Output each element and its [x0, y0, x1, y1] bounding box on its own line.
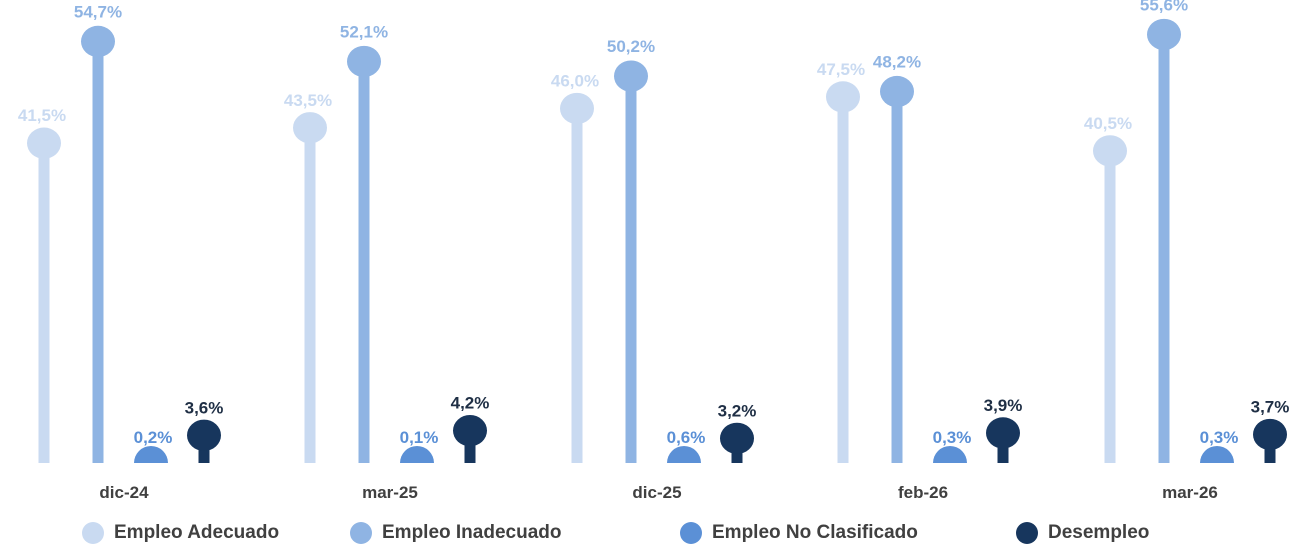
dot-empleo-inadecuado-mar-26	[1147, 18, 1181, 51]
stem-empleo-adecuado-feb-26	[837, 96, 849, 463]
value-label-empleo-no-clasificado-dic-25: 0,6%	[667, 428, 706, 447]
dot-empleo-no-clasificado-dic-24	[134, 446, 168, 463]
dot-desempleo-mar-25	[453, 414, 487, 447]
value-label-empleo-no-clasificado-feb-26: 0,3%	[933, 428, 972, 447]
dot-empleo-inadecuado-feb-26	[880, 75, 914, 108]
stem-desempleo-mar-25	[464, 430, 476, 463]
legend-item-empleo-adecuado: Empleo Adecuado	[82, 516, 279, 550]
chart-legend: Empleo Adecuado Empleo Inadecuado Empleo N…	[0, 516, 1301, 550]
dot-empleo-no-clasificado-feb-26	[933, 446, 967, 463]
legend-marker-empleo-no-clasificado	[680, 522, 702, 544]
value-label-desempleo-mar-26: 3,7%	[1251, 397, 1290, 416]
dot-empleo-no-clasificado-dic-25	[667, 446, 701, 463]
stem-empleo-inadecuado-dic-25	[625, 76, 637, 463]
legend-label-desempleo: Desempleo	[1048, 522, 1150, 543]
dot-empleo-inadecuado-dic-25	[614, 60, 648, 92]
legend-marker-empleo-adecuado	[82, 522, 104, 544]
dot-desempleo-dic-24	[187, 419, 221, 451]
dot-desempleo-dic-25	[720, 422, 754, 454]
legend-marker-desempleo	[1016, 522, 1038, 544]
category-group-mar-26: 40,5% 55,6% 0,3% 3,7% mar-26	[1084, 0, 1289, 502]
value-label-empleo-inadecuado-dic-24: 54,7%	[74, 2, 122, 21]
legend-label-empleo-inadecuado: Empleo Inadecuado	[382, 522, 562, 543]
value-label-empleo-inadecuado-feb-26: 48,2%	[873, 53, 921, 72]
legend-label-empleo-adecuado: Empleo Adecuado	[114, 522, 280, 543]
stem-empleo-inadecuado-mar-25	[358, 61, 370, 463]
category-label-dic-25: dic-25	[632, 483, 681, 502]
value-label-empleo-inadecuado-mar-25: 52,1%	[340, 22, 388, 41]
value-label-empleo-adecuado-feb-26: 47,5%	[817, 60, 865, 79]
category-label-mar-26: mar-26	[1162, 483, 1218, 502]
value-label-desempleo-dic-25: 3,2%	[718, 401, 757, 420]
category-group-feb-26: 47,5% 48,2% 0,3% 3,9% feb-26	[817, 53, 1022, 502]
legend-item-empleo-no-clasificado: Empleo No Clasificado	[680, 516, 918, 550]
value-label-empleo-no-clasificado-mar-26: 0,3%	[1200, 428, 1239, 447]
value-label-empleo-no-clasificado-mar-25: 0,1%	[400, 428, 439, 447]
dot-empleo-no-clasificado-mar-26	[1200, 446, 1234, 463]
employment-lollipop-chart: 41,5% 54,7% 0,2% 3,6% dic-24 43,5% 52,1% 0,1% 4,…	[18, 0, 1289, 502]
stem-empleo-inadecuado-feb-26	[891, 91, 903, 463]
dot-desempleo-mar-26	[1253, 418, 1287, 451]
stem-empleo-inadecuado-dic-24	[92, 41, 104, 463]
value-label-empleo-adecuado-dic-24: 41,5%	[18, 106, 66, 125]
dot-empleo-adecuado-dic-25	[560, 92, 594, 125]
category-label-feb-26: feb-26	[898, 483, 948, 502]
value-label-desempleo-dic-24: 3,6%	[185, 398, 224, 417]
value-label-empleo-adecuado-mar-26: 40,5%	[1084, 114, 1132, 133]
value-label-empleo-inadecuado-mar-26: 55,6%	[1140, 0, 1188, 14]
category-label-mar-25: mar-25	[362, 483, 418, 502]
stem-empleo-adecuado-mar-26	[1104, 150, 1116, 463]
stem-empleo-adecuado-mar-25	[304, 127, 316, 463]
dot-empleo-adecuado-mar-26	[1093, 135, 1127, 167]
dot-empleo-adecuado-dic-24	[27, 127, 61, 159]
stem-empleo-adecuado-dic-25	[571, 108, 583, 463]
legend-item-empleo-inadecuado: Empleo Inadecuado	[350, 516, 561, 550]
stem-empleo-inadecuado-mar-26	[1158, 34, 1170, 463]
legend-item-desempleo: Desempleo	[1016, 516, 1149, 550]
value-label-empleo-inadecuado-dic-25: 50,2%	[607, 37, 655, 56]
value-label-desempleo-feb-26: 3,9%	[984, 396, 1023, 415]
category-group-dic-24: 41,5% 54,7% 0,2% 3,6% dic-24	[18, 2, 223, 502]
value-label-desempleo-mar-25: 4,2%	[451, 394, 490, 413]
legend-marker-empleo-inadecuado	[350, 522, 372, 544]
value-label-empleo-adecuado-dic-25: 46,0%	[551, 71, 599, 90]
dot-desempleo-feb-26	[986, 417, 1020, 449]
dot-empleo-inadecuado-dic-24	[81, 25, 115, 58]
stem-empleo-adecuado-dic-24	[38, 143, 50, 463]
dot-empleo-inadecuado-mar-25	[347, 45, 381, 78]
dot-empleo-adecuado-mar-25	[293, 112, 327, 144]
legend-label-empleo-no-clasificado: Empleo No Clasificado	[712, 522, 918, 543]
dot-empleo-adecuado-feb-26	[826, 81, 860, 113]
value-label-empleo-adecuado-mar-25: 43,5%	[284, 91, 332, 110]
category-group-dic-25: 46,0% 50,2% 0,6% 3,2% dic-25	[551, 37, 756, 502]
category-group-mar-25: 43,5% 52,1% 0,1% 4,2% mar-25	[284, 22, 489, 502]
category-label-dic-24: dic-24	[99, 483, 149, 502]
value-label-empleo-no-clasificado-dic-24: 0,2%	[134, 428, 173, 447]
dot-empleo-no-clasificado-mar-25	[400, 446, 434, 463]
